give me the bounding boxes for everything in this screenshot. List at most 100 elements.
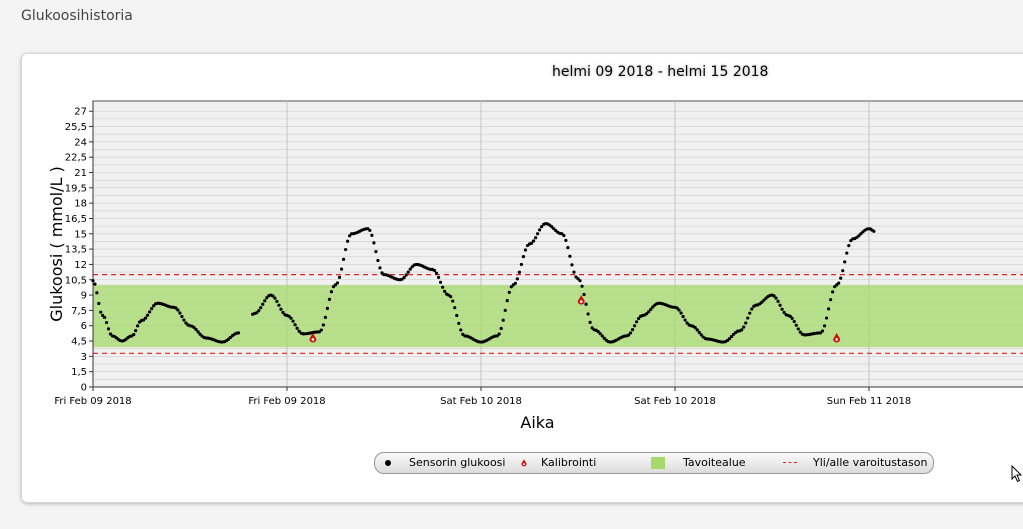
y-tick-label: 7,5: [71, 306, 87, 317]
sensor-glucose-point: [822, 324, 827, 328]
sensor-glucose-point: [325, 306, 330, 310]
sensor-glucose-point: [455, 313, 459, 318]
sensor-glucose-point: [143, 316, 148, 320]
sensor-glucose-point: [374, 250, 378, 254]
sensor-glucose-point: [774, 296, 778, 300]
sensor-glucose-point: [457, 321, 461, 325]
sensor-glucose-point: [794, 323, 798, 327]
sensor-glucose-point: [562, 233, 566, 238]
calibration-point-center: [311, 338, 315, 341]
sensor-glucose-point: [97, 301, 101, 306]
sensor-glucose-point: [402, 275, 406, 280]
sensor-glucose-point: [580, 284, 584, 288]
sensor-glucose-point: [533, 236, 538, 240]
sensor-glucose-point: [645, 312, 649, 316]
sensor-glucose-point: [831, 290, 835, 294]
sensor-glucose-point: [740, 328, 744, 332]
sensor-glucose-point: [152, 304, 156, 308]
sensor-glucose-point: [434, 271, 439, 275]
sensor-glucose-point: [265, 296, 269, 300]
sensor-glucose-point: [772, 294, 776, 298]
sensor-glucose-point: [531, 239, 536, 243]
y-tick-label: 1,5: [71, 367, 87, 378]
sensor-glucose-point: [346, 239, 350, 243]
x-tick-label: Fri Feb 09 2018: [248, 396, 325, 407]
y-tick-label: 25,5: [65, 122, 87, 133]
y-tick-label: 4,5: [71, 337, 87, 348]
sensor-glucose-point: [255, 311, 259, 315]
sensor-glucose-point: [509, 285, 513, 289]
sensor-glucose-point: [376, 258, 380, 263]
sensor-glucose-point: [196, 330, 200, 334]
calibration-point: [309, 332, 317, 343]
y-tick-label: 3: [81, 352, 87, 363]
sensor-glucose-point: [275, 299, 279, 303]
sensor-glucose-point: [236, 331, 241, 335]
sensor-glucose-point: [568, 254, 572, 258]
sensor-glucose-point: [503, 308, 507, 312]
sensor-glucose-point: [194, 327, 198, 332]
target-range-band: [93, 284, 1023, 348]
y-tick-label: 18: [74, 199, 87, 210]
sensor-glucose-point: [596, 329, 600, 334]
sensor-glucose-point: [297, 329, 301, 333]
sensor-glucose-point: [323, 315, 327, 319]
sensor-glucose-point: [586, 312, 590, 316]
sensor-glucose-point: [760, 300, 764, 304]
sensor-glucose-point: [495, 334, 499, 338]
y-tick-label: 0: [81, 383, 87, 394]
sensor-glucose-point: [780, 307, 784, 311]
legend-label-sensor: Sensorin glukoosi: [409, 456, 506, 469]
sensor-glucose-point: [630, 328, 635, 332]
sensor-glucose-point: [685, 321, 689, 325]
legend-item-calibration[interactable]: Kalibrointi: [515, 456, 596, 469]
sensor-glucose-point: [277, 303, 281, 307]
legend-item-target[interactable]: Tavoitealue: [651, 456, 746, 469]
sensor-glucose-point: [368, 228, 372, 233]
y-tick-label: 19,5: [65, 183, 87, 194]
sensor-glucose-point: [837, 281, 841, 285]
legend-item-sensor[interactable]: Sensorin glukoosi: [375, 456, 505, 469]
sensor-glucose-point: [134, 329, 138, 333]
sensor-glucose-point: [647, 310, 651, 314]
sensor-glucose-point: [824, 316, 829, 320]
sensor-glucose-point: [628, 331, 633, 335]
sensor-glucose-point: [564, 238, 568, 242]
sensor-glucose-point: [847, 244, 851, 248]
sensor-glucose-point: [95, 291, 99, 295]
sensor-glucose-point: [519, 262, 524, 267]
sensor-glucose-point: [517, 270, 521, 274]
target-range-icon: [651, 456, 665, 469]
x-tick-label: Fri Feb 09 2018: [54, 396, 131, 407]
calibration-point-center: [579, 300, 583, 303]
sensor-glucose-point: [651, 305, 655, 309]
sensor-glucose-point: [598, 331, 602, 336]
sensor-glucose-point: [683, 318, 687, 322]
chart-legend: Sensorin glukoosi Kalibrointi Tavoitealu…: [374, 452, 934, 474]
calibration-point: [577, 295, 585, 305]
sensor-glucose-point: [327, 297, 332, 301]
sensor-glucose-point: [259, 306, 263, 310]
x-tick-label: Sat Feb 10 2018: [634, 396, 716, 407]
legend-label-calibration: Kalibrointi: [541, 456, 597, 469]
y-tick-label: 6: [81, 321, 87, 332]
sensor-glucose-point: [550, 225, 554, 229]
sensor-glucose-point: [329, 290, 334, 294]
sensor-glucose-point: [529, 241, 534, 245]
calibration-point-center: [835, 338, 838, 341]
legend-item-warning[interactable]: Yli/alle varoitustason: [783, 456, 927, 469]
sensor-glucose-point: [748, 311, 752, 315]
sensor-glucose-point: [408, 267, 412, 271]
sensor-glucose-point: [588, 320, 592, 324]
sensor-glucose-point: [261, 302, 265, 306]
sensor-glucose-point: [150, 307, 154, 311]
x-tick-label: Sun Feb 11 2018: [827, 396, 911, 407]
sensor-glucose-point: [699, 333, 703, 337]
sensor-glucose-point: [453, 306, 457, 310]
sensor-glucose-point: [788, 314, 792, 318]
sensor-glucose-point: [180, 314, 184, 319]
sensor-glucose-point: [136, 324, 140, 328]
calibration-drop-icon: [521, 458, 527, 466]
sensor-glucose-point: [370, 233, 374, 238]
sensor-glucose-point: [108, 332, 113, 336]
